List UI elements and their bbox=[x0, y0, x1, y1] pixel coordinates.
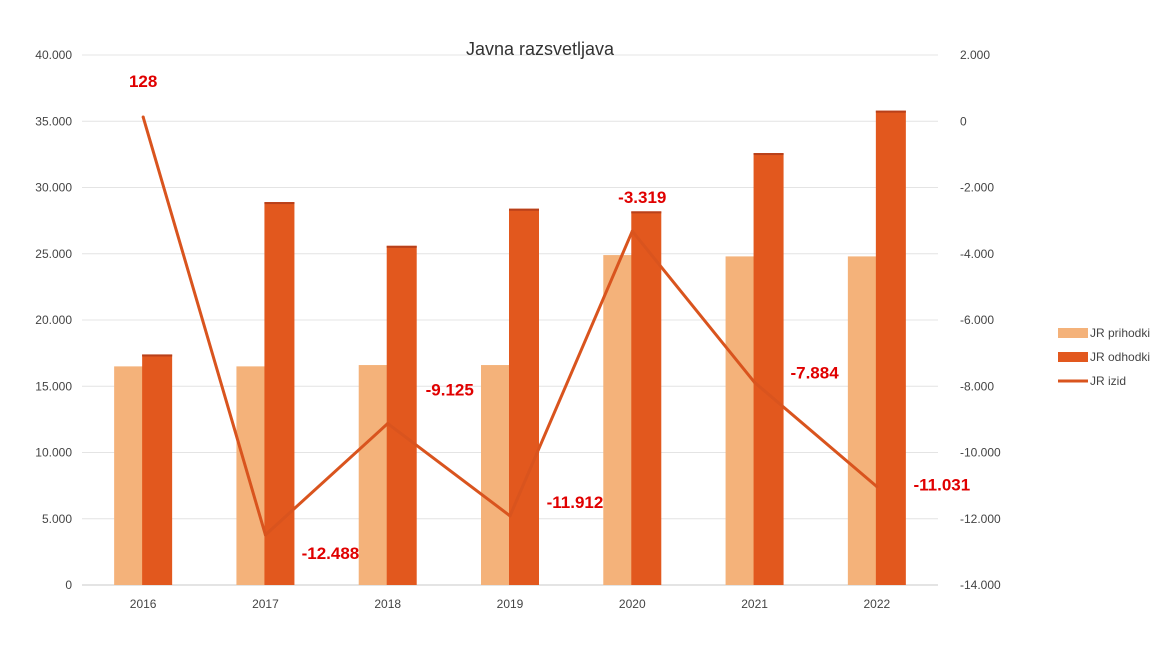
x-tick-label: 2019 bbox=[497, 597, 524, 611]
bar-top-edge bbox=[264, 202, 295, 205]
chart-title: Javna razsvetljava bbox=[466, 39, 615, 59]
bar-jr-prihodki bbox=[358, 365, 389, 585]
y-left-tick-label: 35.000 bbox=[35, 114, 72, 128]
line-series bbox=[141, 115, 879, 537]
bar-top-edge bbox=[386, 245, 417, 248]
x-tick-label: 2016 bbox=[130, 597, 157, 611]
y-left-tick-label: 30.000 bbox=[35, 181, 72, 195]
y-right-tick-label: -8.000 bbox=[960, 379, 994, 393]
bar-top-edge bbox=[875, 110, 906, 113]
bar-jr-odhodki bbox=[509, 208, 539, 585]
bar-jr-odhodki bbox=[875, 110, 906, 586]
y-right-tick-label: -4.000 bbox=[960, 247, 994, 261]
data-label: -11.031 bbox=[913, 476, 970, 495]
legend-label: JR prihodki bbox=[1090, 326, 1150, 340]
bar-jr-odhodki bbox=[386, 245, 417, 586]
legend-label: JR izid bbox=[1090, 374, 1126, 388]
y-right-tick-label: -2.000 bbox=[960, 181, 994, 195]
y-left-tick-label: 10.000 bbox=[35, 446, 72, 460]
x-tick-label: 2017 bbox=[252, 597, 279, 611]
bar-jr-prihodki bbox=[847, 256, 878, 585]
bar-jr-odhodki bbox=[631, 211, 662, 585]
data-label: -9.125 bbox=[426, 381, 474, 400]
data-label: 128 bbox=[129, 72, 157, 91]
line-point bbox=[875, 485, 879, 489]
bar-jr-odhodki bbox=[753, 153, 784, 586]
y-left-tick-label: 5.000 bbox=[42, 512, 72, 526]
line-point bbox=[386, 422, 390, 426]
bar-top-edge bbox=[753, 153, 784, 156]
legend: JR prihodki JR odhodki JR izid bbox=[1058, 326, 1150, 388]
x-tick-label: 2018 bbox=[374, 597, 401, 611]
x-tick-label: 2022 bbox=[864, 597, 891, 611]
line-point bbox=[141, 115, 145, 119]
y-right-tick-label: -6.000 bbox=[960, 313, 994, 327]
data-label: -3.319 bbox=[618, 188, 666, 207]
bar-top-edge bbox=[509, 208, 539, 211]
y-left-tick-label: 25.000 bbox=[35, 247, 72, 261]
bar-jr-prihodki bbox=[236, 366, 267, 585]
x-tick-label: 2020 bbox=[619, 597, 646, 611]
line-point bbox=[263, 533, 267, 537]
y-right-tick-label: 0 bbox=[960, 114, 967, 128]
bar-jr-odhodki bbox=[264, 202, 295, 585]
x-tick-label: 2021 bbox=[741, 597, 768, 611]
legend-label: JR odhodki bbox=[1090, 350, 1150, 364]
bars bbox=[114, 110, 906, 586]
axes: 0 5.000 10.000 15.000 20.000 25.000 30.000 35.0… bbox=[35, 48, 1001, 611]
data-label: -12.488 bbox=[302, 544, 360, 563]
y-right-tick-label: -10.000 bbox=[960, 446, 1001, 460]
bar-jr-prihodki bbox=[603, 255, 634, 585]
line-point bbox=[508, 514, 512, 518]
bar-top-edge bbox=[631, 211, 662, 214]
line-point bbox=[630, 229, 634, 233]
bar-top-edge bbox=[142, 354, 173, 357]
line-point bbox=[753, 380, 757, 384]
legend-swatch bbox=[1058, 352, 1088, 362]
bar-jr-prihodki bbox=[481, 365, 511, 585]
legend-swatch bbox=[1058, 328, 1088, 338]
data-label: -7.884 bbox=[790, 363, 839, 382]
data-labels: 128 -12.488 -9.125 -11.912 -3.319 -7.884 -11.0… bbox=[129, 72, 970, 563]
bar-jr-prihodki bbox=[725, 256, 756, 585]
y-right-tick-label: -12.000 bbox=[960, 512, 1001, 526]
bar-jr-prihodki bbox=[114, 366, 145, 585]
y-left-tick-label: 20.000 bbox=[35, 313, 72, 327]
y-left-tick-label: 0 bbox=[65, 578, 72, 592]
y-left-tick-label: 15.000 bbox=[35, 379, 72, 393]
data-label: -11.912 bbox=[547, 493, 604, 512]
y-left-tick-label: 40.000 bbox=[35, 48, 72, 62]
y-right-tick-label: -14.000 bbox=[960, 578, 1001, 592]
y-right-tick-label: 2.000 bbox=[960, 48, 990, 62]
bar-jr-odhodki bbox=[142, 354, 173, 585]
